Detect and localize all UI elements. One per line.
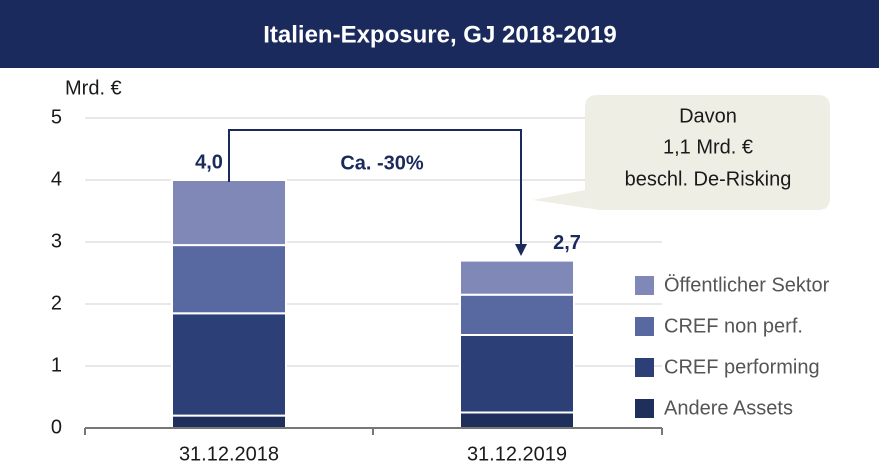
arrow-head — [515, 244, 527, 256]
legend-swatch — [635, 358, 654, 377]
bar-segment — [459, 259, 575, 296]
change-label: Ca. -30% — [340, 152, 424, 174]
y-tick-label: 3 — [51, 230, 62, 252]
y-tick-label: 5 — [51, 106, 62, 128]
x-tick-label: 31.12.2018 — [179, 443, 279, 465]
bars — [171, 179, 575, 430]
y-tick-label: 4 — [51, 168, 62, 190]
y-tick-label: 1 — [51, 354, 62, 376]
bar-segment — [459, 334, 575, 414]
legend-label: Andere Assets — [664, 397, 793, 419]
y-tick-label: 0 — [51, 416, 62, 438]
callout-box — [533, 95, 830, 210]
callout-line: Davon — [679, 105, 737, 127]
bar-segment — [459, 411, 575, 429]
bar-segment — [459, 293, 575, 337]
total-label: 4,0 — [195, 151, 223, 173]
bar-segment — [171, 244, 287, 315]
legend-label: CREF performing — [664, 356, 820, 378]
callout-line: 1,1 Mrd. € — [663, 136, 753, 158]
y-axis-label: Mrd. € — [65, 77, 122, 99]
legend: Andere Assets CREF performing CREF non per… — [635, 274, 830, 419]
y-tick-label: 2 — [51, 292, 62, 314]
callout-line: beschl. De-Risking — [625, 168, 792, 190]
bar-segment — [171, 414, 287, 430]
legend-swatch — [635, 317, 654, 336]
legend-swatch — [635, 399, 654, 418]
chart-title: Italien-Exposure, GJ 2018-2019 — [263, 21, 617, 48]
bar-segment — [171, 312, 287, 417]
total-label: 2,7 — [553, 232, 581, 254]
change-arrow — [228, 129, 522, 246]
legend-swatch — [635, 276, 654, 295]
x-tick-label: 31.12.2019 — [467, 443, 567, 465]
title-banner — [0, 0, 879, 68]
legend-label: CREF non perf. — [664, 315, 803, 337]
bar-segment — [171, 179, 287, 247]
legend-label: Öffentlicher Sektor — [664, 274, 830, 296]
